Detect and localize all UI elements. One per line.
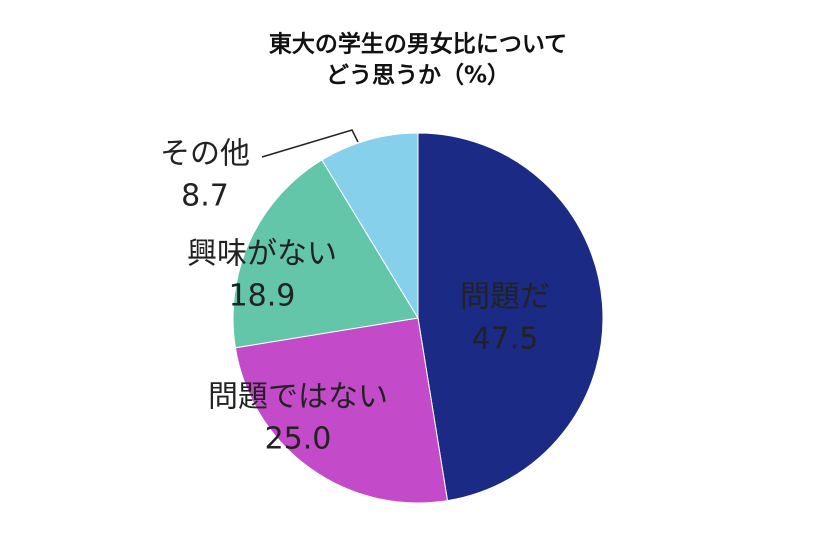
chart-title: 東大の学生の男女比について <box>269 31 567 58</box>
value-label: 47.5 <box>472 322 539 357</box>
slice-label: 問題ではない <box>208 380 388 415</box>
pie-slice <box>232 159 419 349</box>
pie-slice <box>234 317 449 504</box>
pie-slice <box>417 132 604 502</box>
value-label: 18.9 <box>229 279 296 314</box>
value-label: 8.7 <box>181 179 229 214</box>
slice-label: 問題だ <box>460 280 550 315</box>
slice-label: 興味がない <box>187 237 337 272</box>
slice-label: その他 <box>160 137 250 172</box>
leader-line <box>261 129 359 158</box>
value-label: 25.0 <box>265 422 332 457</box>
chart-subtitle: どう思うか（%） <box>326 62 510 89</box>
pie-slice <box>321 132 419 320</box>
